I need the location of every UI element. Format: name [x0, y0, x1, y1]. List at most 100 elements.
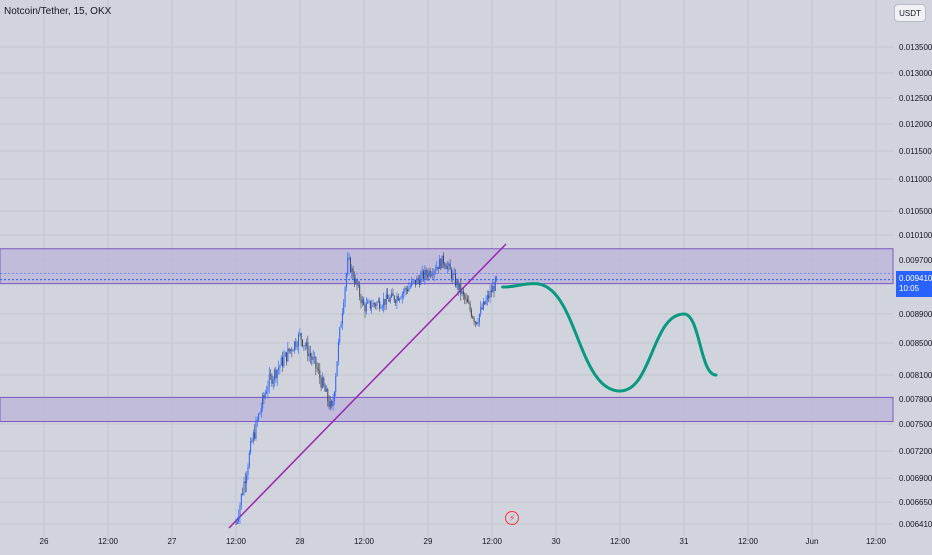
- candle-body: [450, 269, 452, 279]
- candle-body: [312, 357, 314, 360]
- candle-body: [485, 299, 487, 305]
- candle-body: [359, 284, 361, 297]
- y-tick-label: 0.011000: [899, 175, 932, 184]
- candle-body: [456, 280, 458, 286]
- trendline[interactable]: [228, 243, 507, 529]
- x-tick-label: 26: [40, 537, 49, 546]
- candle-body: [308, 353, 310, 357]
- y-tick-label: 0.013500: [899, 43, 932, 52]
- candle-body: [377, 300, 379, 303]
- candle-body: [462, 291, 464, 295]
- candle-body: [481, 307, 483, 310]
- candle-body: [329, 400, 331, 408]
- candle-body: [364, 304, 366, 312]
- candle-body: [323, 377, 325, 386]
- candle-body: [311, 356, 313, 360]
- candle-body: [460, 283, 462, 295]
- candle-body: [262, 395, 264, 409]
- candle-body: [335, 376, 337, 393]
- candle-body: [274, 369, 276, 380]
- candle-body: [290, 349, 292, 352]
- candle-body: [393, 295, 395, 301]
- candle-body: [400, 298, 402, 299]
- candle-body: [391, 293, 393, 298]
- candle-body: [303, 345, 305, 347]
- candle-body: [272, 379, 274, 384]
- candle-body: [457, 280, 459, 290]
- price-line-group: [0, 273, 893, 281]
- candle-body: [299, 333, 301, 335]
- candle-body: [452, 273, 454, 279]
- candle-body: [415, 279, 417, 285]
- candle-body: [380, 307, 382, 309]
- x-tick-label: 12:00: [866, 537, 887, 546]
- candle-body: [470, 309, 472, 317]
- projection-curve[interactable]: [501, 282, 718, 393]
- candle-body: [379, 300, 381, 309]
- candle-body: [266, 391, 268, 394]
- candle-body: [478, 314, 480, 323]
- trendline-group: [228, 243, 507, 529]
- candle-body: [256, 419, 258, 421]
- candle-body: [248, 452, 250, 468]
- y-tick-label: 0.008500: [899, 339, 932, 348]
- x-tick-label: 12:00: [738, 537, 759, 546]
- candle-body: [436, 266, 438, 270]
- candle-body: [320, 378, 322, 388]
- y-tick-label: 0.006650: [899, 498, 932, 507]
- candle-body: [275, 369, 277, 379]
- candle-body: [417, 278, 419, 280]
- candle-body: [474, 321, 476, 323]
- candle-body: [336, 361, 338, 377]
- currency-badge[interactable]: USDT: [894, 4, 926, 22]
- candle-body: [280, 357, 282, 366]
- candle-body: [464, 294, 466, 299]
- candle-body: [271, 375, 273, 384]
- candle-body: [480, 307, 482, 315]
- candle-body: [250, 440, 252, 453]
- candle-body: [465, 298, 467, 300]
- candle-body: [315, 356, 317, 368]
- candle-body: [411, 281, 413, 287]
- candle-body: [240, 493, 242, 506]
- candle-body: [337, 341, 339, 362]
- candle-body: [295, 341, 297, 347]
- candle-body: [246, 474, 248, 484]
- candle-body: [351, 268, 353, 273]
- candle-body: [341, 312, 343, 324]
- x-tick-label: 29: [424, 537, 433, 546]
- candle-body: [458, 283, 460, 290]
- candle-body: [490, 290, 492, 293]
- candle-body: [343, 302, 345, 313]
- candle-body: [252, 432, 254, 442]
- candle-body: [278, 367, 280, 371]
- candle-body: [420, 275, 422, 285]
- y-tick-label: 0.006900: [899, 474, 932, 483]
- candle-body: [472, 316, 474, 318]
- candle-body: [325, 389, 327, 392]
- candle-body: [388, 298, 390, 302]
- y-tick-label: 0.012000: [899, 120, 932, 129]
- candle-body: [332, 401, 334, 406]
- candle-body: [488, 295, 490, 299]
- candle-body: [291, 349, 293, 352]
- candle-body: [399, 298, 401, 301]
- candle-body: [259, 412, 261, 415]
- candle-body: [348, 257, 350, 259]
- candle-body: [367, 301, 369, 304]
- candle-body: [395, 300, 397, 303]
- y-tick-label: 0.008100: [899, 371, 932, 380]
- x-tick-label: 31: [680, 537, 689, 546]
- candle-body: [424, 269, 426, 280]
- candle-body: [461, 291, 463, 295]
- candle-body: [286, 352, 288, 362]
- candle-body: [401, 293, 403, 299]
- candle-body: [437, 266, 439, 269]
- zone-support[interactable]: [0, 396, 894, 422]
- lightning-icon[interactable]: ⚡: [505, 511, 519, 525]
- candle-body: [419, 279, 421, 285]
- candle-body: [360, 296, 362, 304]
- candle-body: [239, 505, 241, 518]
